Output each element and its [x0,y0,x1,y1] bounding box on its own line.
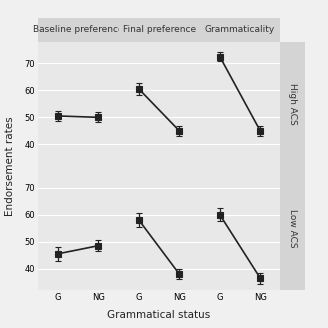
Text: Grammatical status: Grammatical status [108,310,211,320]
Text: Final preference: Final preference [123,25,195,34]
Text: High ACS: High ACS [288,83,297,125]
Text: Low ACS: Low ACS [288,209,297,247]
Text: Endorsement rates: Endorsement rates [5,116,15,216]
Text: Baseline preference: Baseline preference [33,25,123,34]
Text: Grammaticality: Grammaticality [205,25,275,34]
